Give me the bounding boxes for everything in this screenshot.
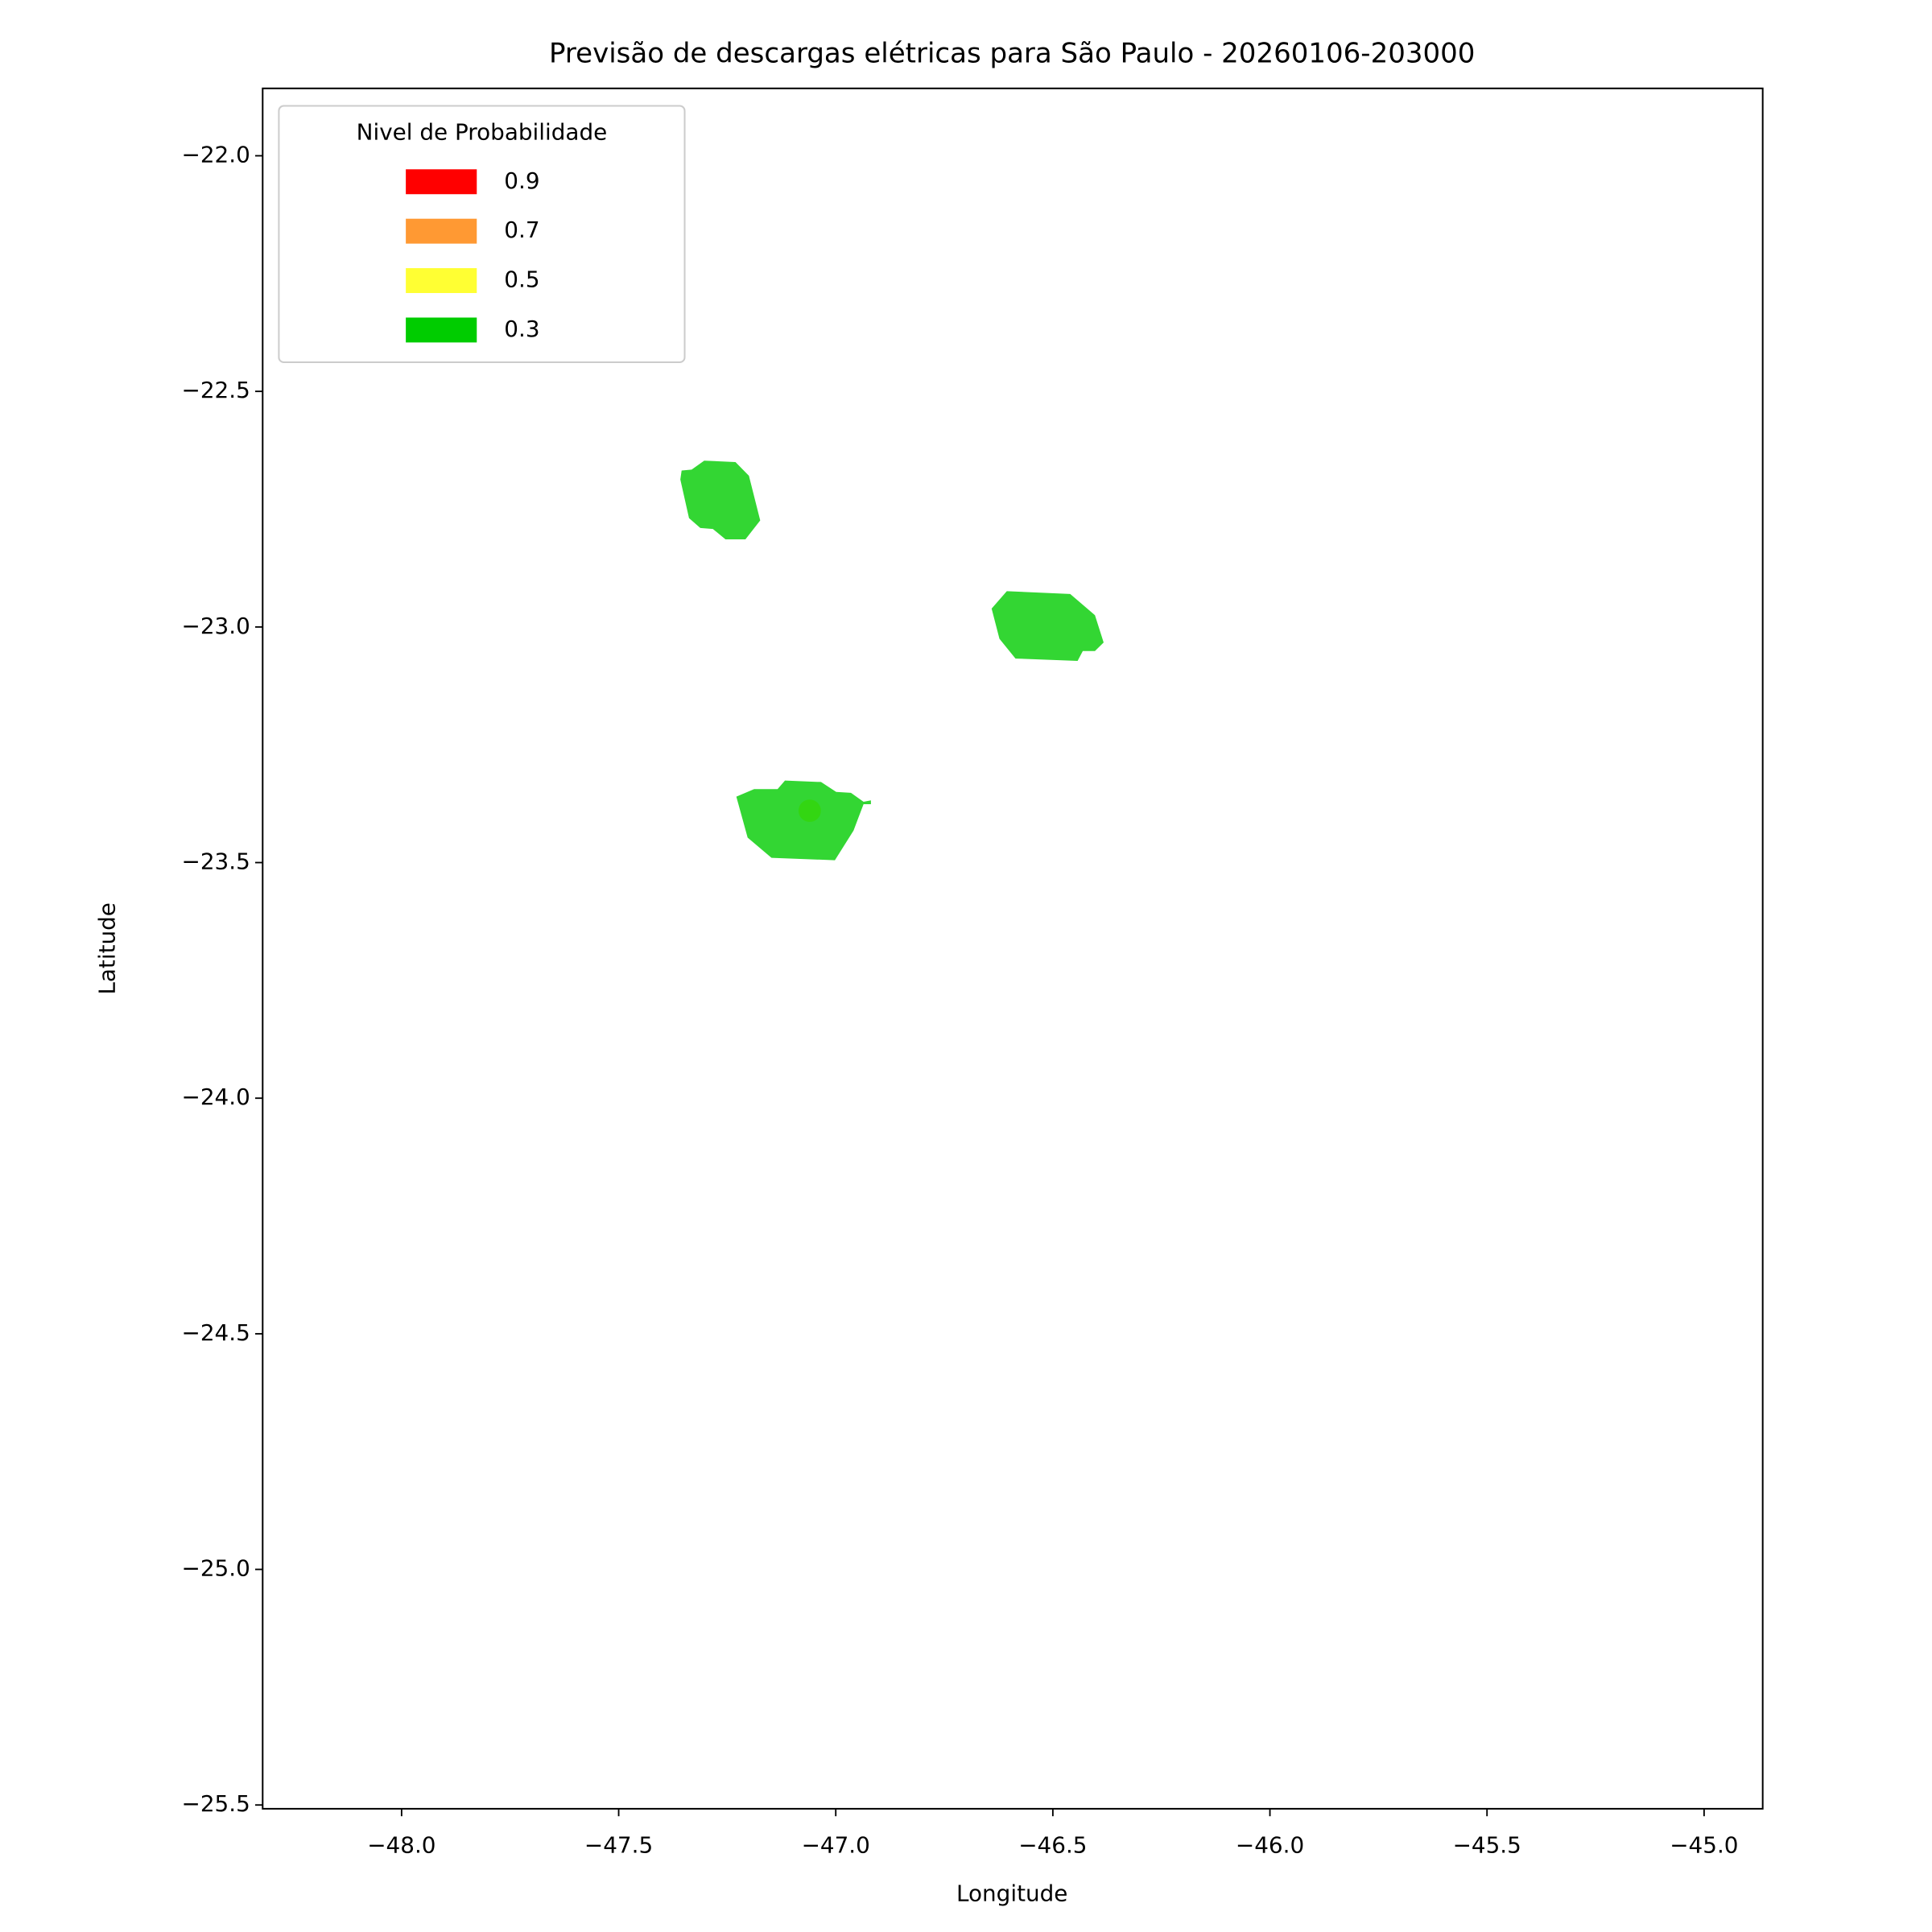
y-axis-label: Latitude: [94, 902, 121, 995]
region: [680, 460, 761, 539]
x-tick-label: −47.0: [802, 1831, 870, 1858]
legend-box: [278, 105, 686, 364]
y-tick-label: −25.0: [182, 1555, 250, 1582]
plot-area: [680, 460, 1104, 861]
legend-title: Nivel de Probabilidade: [357, 118, 608, 145]
x-tick-label: −47.5: [584, 1831, 653, 1858]
y-tick-label: −22.5: [182, 377, 250, 403]
legend-label: 0.7: [504, 217, 539, 243]
y-tick-label: −23.5: [182, 848, 250, 875]
y-tick-label: −22.0: [182, 141, 250, 167]
x-axis-label: Longitude: [956, 1880, 1067, 1907]
region: [736, 780, 871, 861]
y-tick-label: −24.0: [182, 1084, 250, 1110]
legend-swatch: [406, 317, 477, 343]
axes-frame: [262, 87, 1764, 1810]
legend-label: 0.9: [504, 167, 539, 194]
region: [991, 591, 1104, 661]
legend-label: 0.3: [504, 316, 539, 342]
y-tick-label: −25.5: [182, 1790, 250, 1817]
legend-swatch: [406, 218, 477, 244]
x-tick-label: −46.0: [1236, 1831, 1304, 1858]
legend: Nivel de Probabilidade 0.9 0.7 0.5 0.3: [278, 105, 686, 364]
y-tick-label: −24.5: [182, 1319, 250, 1346]
legend-swatch: [406, 169, 477, 195]
x-tick-label: −45.0: [1670, 1831, 1738, 1858]
legend-label: 0.5: [504, 266, 539, 293]
y-tick-label: −23.0: [182, 613, 250, 639]
x-tick-label: −45.5: [1453, 1831, 1521, 1858]
legend-swatch: [406, 268, 477, 294]
chart-title: Previsão de descargas elétricas para São…: [549, 38, 1475, 70]
x-tick-label: −46.5: [1018, 1831, 1087, 1858]
x-tick-label: −48.0: [367, 1831, 436, 1858]
